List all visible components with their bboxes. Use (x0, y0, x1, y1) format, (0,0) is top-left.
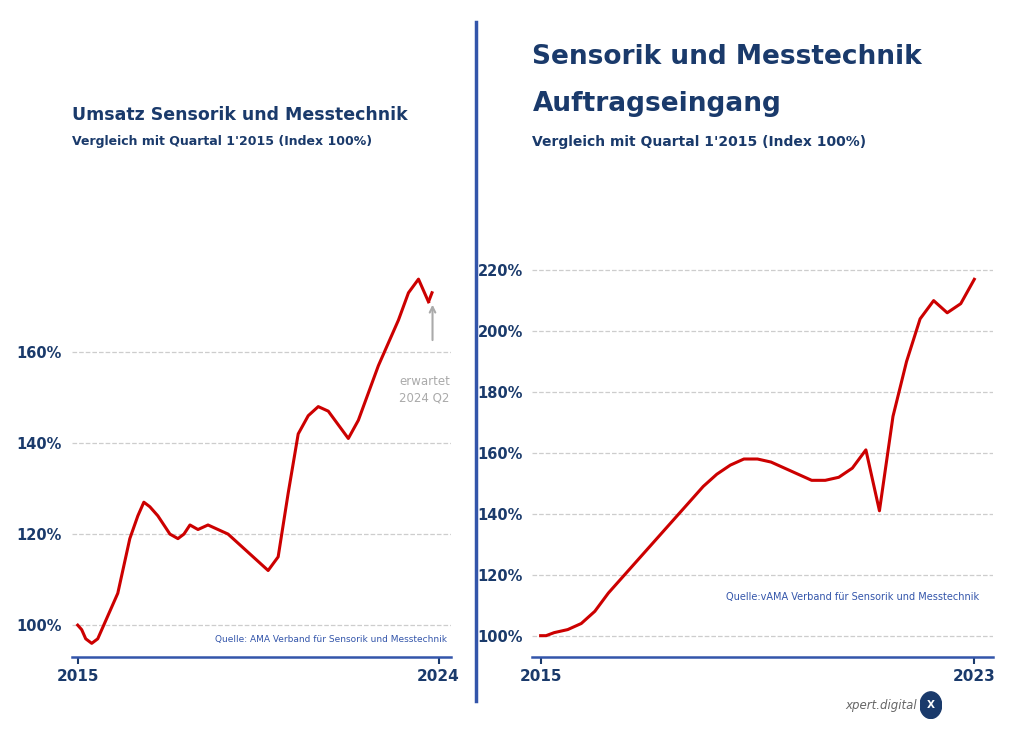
Text: xpert.digital: xpert.digital (845, 699, 916, 712)
Text: Vergleich mit Quartal 1'2015 (Index 100%): Vergleich mit Quartal 1'2015 (Index 100%… (532, 135, 866, 149)
Text: Vergleich mit Quartal 1'2015 (Index 100%): Vergleich mit Quartal 1'2015 (Index 100%… (72, 135, 372, 148)
Text: Auftragseingang: Auftragseingang (532, 91, 781, 118)
Text: erwartet
2024 Q2: erwartet 2024 Q2 (399, 374, 450, 404)
Text: Umsatz Sensorik und Messtechnik: Umsatz Sensorik und Messtechnik (72, 106, 408, 124)
Text: Sensorik und Messtechnik: Sensorik und Messtechnik (532, 44, 923, 70)
Text: X: X (927, 700, 935, 710)
Circle shape (920, 692, 942, 718)
Text: Quelle: AMA Verband für Sensorik und Messtechnik: Quelle: AMA Verband für Sensorik und Mes… (215, 635, 446, 645)
Text: Quelle:vAMA Verband für Sensorik und Messtechnik: Quelle:vAMA Verband für Sensorik und Mes… (726, 592, 979, 602)
